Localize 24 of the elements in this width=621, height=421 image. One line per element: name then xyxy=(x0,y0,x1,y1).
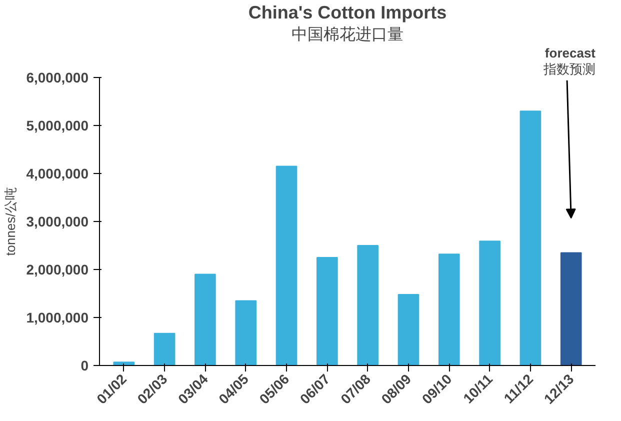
y-axis-title: tonnes/公吨 xyxy=(3,187,18,256)
text: forecast xyxy=(544,46,596,60)
chart-title: China's Cotton Imports xyxy=(248,2,447,22)
y-tick-label: 4,000,000 xyxy=(26,166,89,182)
chart-subtitle: 中国棉花进口量 xyxy=(292,24,404,44)
annotation: 指数预测 xyxy=(542,62,596,78)
y-tick-label: 0 xyxy=(80,358,89,374)
bar xyxy=(479,240,500,366)
bar xyxy=(438,254,460,366)
y-tick-label: 5,000,000 xyxy=(26,118,89,134)
bar xyxy=(154,332,176,366)
bar xyxy=(520,110,542,366)
bar xyxy=(398,294,420,366)
bar xyxy=(357,245,378,366)
y-tick-label: 6,000,000 xyxy=(26,70,89,86)
y-tick-label: 2,000,000 xyxy=(26,262,89,278)
bar xyxy=(113,362,135,366)
bar xyxy=(235,300,257,366)
bar xyxy=(316,257,338,366)
bar xyxy=(194,274,216,366)
bar xyxy=(276,166,298,366)
bar xyxy=(560,252,582,366)
y-tick-label: 3,000,000 xyxy=(26,214,89,230)
y-tick-label: 1,000,000 xyxy=(26,310,89,326)
